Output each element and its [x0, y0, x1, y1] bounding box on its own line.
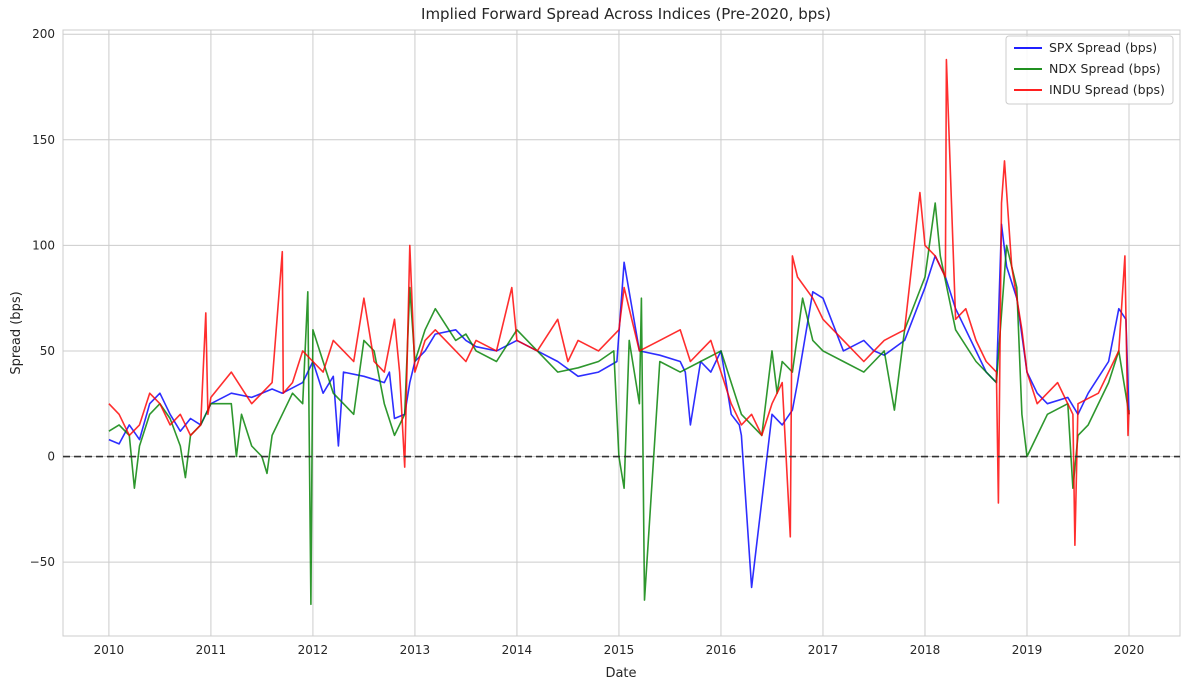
x-tick-label: 2018 — [910, 643, 941, 657]
legend-label-indu: INDU Spread (bps) — [1049, 82, 1165, 97]
legend: SPX Spread (bps) NDX Spread (bps) INDU Spr… — [1005, 35, 1174, 105]
x-tick-label: 2020 — [1114, 643, 1145, 657]
legend-label-spx: SPX Spread (bps) — [1049, 40, 1157, 55]
x-tick-label: 2012 — [298, 643, 329, 657]
chart-title: Implied Forward Spread Across Indices (P… — [421, 5, 831, 23]
x-tick-label: 2014 — [502, 643, 533, 657]
y-tick-label: 150 — [32, 133, 55, 147]
grid — [63, 30, 1180, 636]
y-tick-label: 100 — [32, 238, 55, 252]
x-tick-label: 2017 — [808, 643, 839, 657]
x-tick-label: 2011 — [196, 643, 227, 657]
y-tick-label: 200 — [32, 27, 55, 41]
x-tick-label: 2015 — [604, 643, 635, 657]
y-axis-label: Spread (bps) — [9, 291, 24, 374]
x-axis-label: Date — [605, 666, 636, 681]
y-tick-label: 50 — [40, 344, 55, 358]
y-axis-ticks: −50 0 50 100 150 200 — [30, 27, 55, 569]
legend-label-ndx: NDX Spread (bps) — [1049, 61, 1161, 76]
series-line-ndx — [108, 202, 1130, 606]
y-tick-label: −50 — [30, 555, 55, 569]
series-layer — [108, 58, 1130, 606]
y-tick-label: 0 — [47, 450, 55, 464]
plot-area-frame — [62, 29, 1181, 637]
x-axis-ticks: 2010 2011 2012 2013 2014 2015 2016 2017 2018 2019… — [94, 643, 1145, 657]
x-tick-label: 2016 — [706, 643, 737, 657]
x-tick-label: 2019 — [1012, 643, 1043, 657]
x-tick-label: 2010 — [94, 643, 125, 657]
x-tick-label: 2013 — [400, 643, 431, 657]
legend-box — [1005, 35, 1174, 105]
series-line-indu — [108, 58, 1130, 546]
